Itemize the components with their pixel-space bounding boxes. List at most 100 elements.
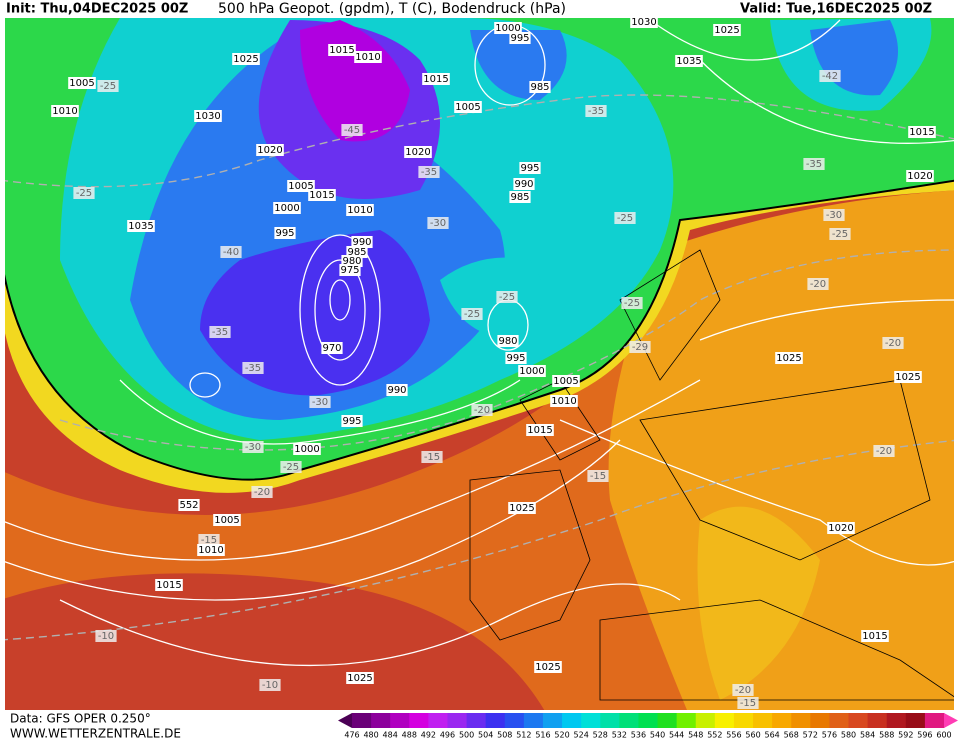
- label-box: [908, 126, 936, 138]
- colorbar-swatch: [504, 713, 525, 728]
- colorbar-swatch: [371, 713, 391, 728]
- label-box: [287, 180, 315, 192]
- label-box: [51, 105, 79, 117]
- label-box: [775, 352, 803, 364]
- temperature-label: -30: [430, 218, 446, 229]
- isobar-label: 1010: [52, 106, 77, 117]
- isobar-label: 1020: [907, 171, 932, 182]
- colorbar-swatch: [352, 713, 372, 728]
- colorbar-label: 572: [803, 731, 818, 740]
- colorbar-swatch: [810, 713, 830, 728]
- label-box: [732, 684, 754, 696]
- temperature-label: -15: [740, 698, 756, 709]
- label-box: [421, 451, 443, 463]
- isobar-label: 1025: [233, 54, 258, 65]
- colorbar-label: 592: [898, 731, 913, 740]
- isobar-label: 1030: [631, 17, 656, 28]
- temperature-label: -30: [826, 210, 842, 221]
- temperature-label: -10: [262, 680, 278, 691]
- colorbar-label: 528: [593, 731, 608, 740]
- label-box: [737, 697, 759, 709]
- label-box: [198, 534, 220, 546]
- temperature-label: -15: [424, 452, 440, 463]
- colorbar-label: 576: [822, 731, 837, 740]
- colorbar-swatch: [600, 713, 620, 728]
- label-box: [97, 80, 119, 92]
- colorbar-label: 484: [383, 731, 398, 740]
- label-box: [629, 341, 651, 353]
- label-box: [328, 44, 356, 56]
- label-box: [346, 204, 374, 216]
- temperature-label: -25: [283, 462, 299, 473]
- label-box: [509, 191, 531, 203]
- label-box: [194, 110, 222, 122]
- temperature-label: -42: [822, 71, 838, 82]
- isobar-label: 1020: [257, 145, 282, 156]
- isobar-label: 1005: [69, 78, 94, 89]
- temperature-label: -35: [588, 106, 604, 117]
- label-box: [587, 470, 609, 482]
- temperature-label: -25: [832, 229, 848, 240]
- label-box: [178, 499, 200, 511]
- isobar-label: 1025: [347, 673, 372, 684]
- colorbar-label: 564: [764, 731, 779, 740]
- colorbar-swatch: [772, 713, 792, 728]
- colorbar-swatch: [848, 713, 869, 728]
- colorbar-swatch: [791, 713, 811, 728]
- label-box: [242, 362, 264, 374]
- temperature-label: -20: [735, 685, 751, 696]
- label-box: [293, 443, 321, 455]
- colorbar-swatch: [485, 713, 506, 728]
- temperature-label: -20: [885, 338, 901, 349]
- label-box: [550, 395, 578, 407]
- label-box: [251, 486, 273, 498]
- label-box: [906, 170, 934, 182]
- label-box: [242, 441, 264, 453]
- isobar-label: 970: [322, 343, 341, 354]
- isobar-label: 1015: [329, 45, 354, 56]
- label-box: [471, 404, 493, 416]
- isobar-label: 1005: [455, 102, 480, 113]
- isobar-label: 1025: [895, 372, 920, 383]
- isobar-label: 990: [387, 385, 406, 396]
- isobar-label: 990: [514, 179, 533, 190]
- isobar-label: 1025: [509, 503, 534, 514]
- label-box: [803, 158, 825, 170]
- colorbar-swatch: [733, 713, 754, 728]
- colorbar-swatch: [829, 713, 850, 728]
- data-source: Data: GFS OPER 0.250°: [10, 712, 151, 726]
- label-box: [68, 77, 96, 89]
- colorbar-label: 580: [841, 731, 856, 740]
- valid-time: Valid: Tue,16DEC2025 00Z: [740, 2, 932, 17]
- label-box: [273, 202, 301, 214]
- temperature-label: -35: [421, 167, 437, 178]
- label-box: [508, 502, 536, 514]
- colorbar-label: 476: [344, 731, 359, 740]
- label-box: [630, 16, 658, 28]
- isobar-label: 985: [510, 192, 529, 203]
- label-box: [309, 396, 331, 408]
- isobar-label: 1020: [405, 147, 430, 158]
- label-box: [339, 264, 361, 276]
- label-box: [308, 189, 336, 201]
- label-box: [519, 162, 541, 174]
- colorbar-swatch: [714, 713, 735, 728]
- isobar-label: 552: [179, 500, 198, 511]
- colorbar-swatch: [657, 713, 678, 728]
- isobar-label: 1005: [214, 515, 239, 526]
- isobar-label: 1000: [294, 444, 319, 455]
- colorbar-end: [338, 713, 352, 728]
- colorbar-label: 536: [631, 731, 646, 740]
- colorbar-label: 520: [554, 731, 569, 740]
- colorbar-swatch: [409, 713, 429, 728]
- label-box: [73, 187, 95, 199]
- colorbar-swatch: [466, 713, 487, 728]
- colorbar-label: 556: [726, 731, 741, 740]
- colorbar-label: 548: [688, 731, 703, 740]
- label-box: [534, 661, 562, 673]
- label-box: [861, 630, 889, 642]
- temperature-label: -25: [499, 292, 515, 303]
- label-box: [494, 22, 522, 34]
